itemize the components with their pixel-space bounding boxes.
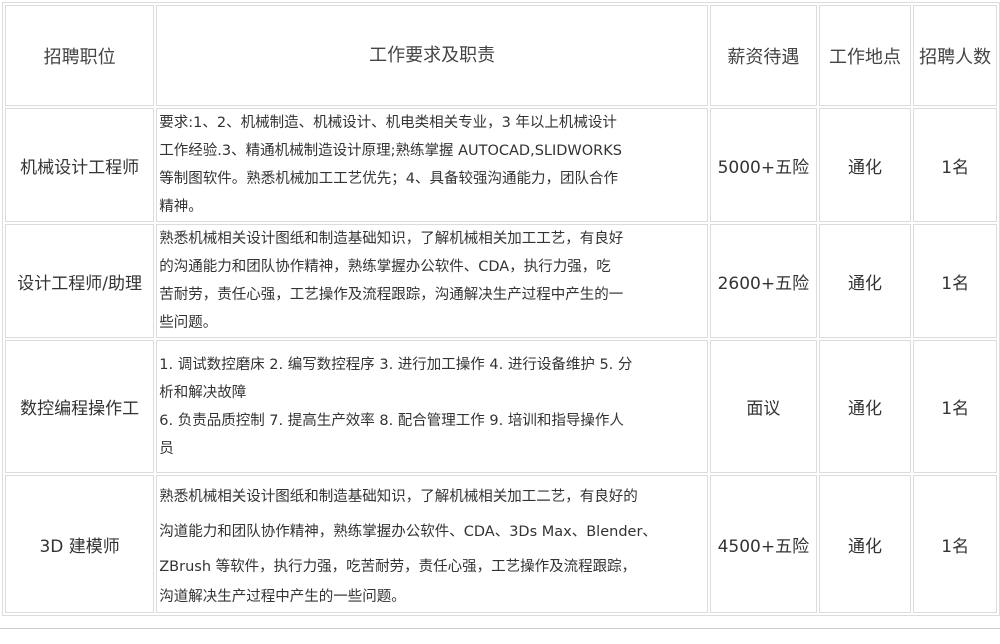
header-location: 工作地点	[818, 5, 912, 106]
salary-cell: 5000+五险	[709, 108, 817, 222]
header-count: 招聘人数	[913, 5, 997, 106]
requirements-line: 员	[159, 440, 174, 457]
count-cell: 1名	[913, 108, 997, 222]
requirements-line: 苦耐劳，责任心强，工艺操作及流程跟踪，沟通解决生产过程中产生的一	[159, 287, 624, 303]
requirements-line: 6. 负责品质控制 7. 提高生产效率 8. 配合管理工作 9. 培训和指导操作…	[159, 412, 624, 429]
position-cell: 设计工程师/助理	[5, 224, 155, 338]
table-row: 数控编程操作工 1. 调试数控磨床 2. 编写数控程序 3. 进行加工操作 4.…	[5, 340, 997, 473]
requirements-cell: 熟悉机械相关设计图纸和制造基础知识，了解机械相关加工工艺，有良好 的沟通能力和团…	[156, 224, 708, 338]
header-position: 招聘职位	[5, 5, 155, 106]
requirements-line: 熟悉机械相关设计图纸和制造基础知识，了解机械相关加工工艺，有良好	[159, 231, 624, 247]
location-cell: 通化	[818, 108, 912, 222]
table-header-row: 招聘职位 工作要求及职责 薪资待遇 工作地点 招聘人数	[5, 5, 997, 106]
salary-cell: 4500+五险	[709, 475, 817, 613]
table-row: 3D 建模师 熟悉机械相关设计图纸和制造基础知识，了解机械相关加工二艺，有良好的…	[5, 475, 997, 613]
salary-cell: 2600+五险	[709, 224, 817, 338]
requirements-line: 沟道能力和团队协作精神，熟练掌握办公软件、CDA、3Ds Max、Blender…	[159, 523, 657, 540]
position-cell: 机械设计工程师	[5, 108, 155, 222]
requirements-line: 等制图软件。熟悉机械加工工艺优先；4、具备较强沟通能力，团队合作	[159, 171, 618, 187]
requirements-line: 1. 调试数控磨床 2. 编写数控程序 3. 进行加工操作 4. 进行设备维护 …	[159, 356, 633, 373]
position-cell: 数控编程操作工	[5, 340, 155, 473]
job-table: 招聘职位 工作要求及职责 薪资待遇 工作地点 招聘人数 机械设计工程师 要求:1…	[2, 2, 1000, 616]
requirements-cell: 1. 调试数控磨床 2. 编写数控程序 3. 进行加工操作 4. 进行设备维护 …	[156, 340, 708, 473]
location-cell: 通化	[818, 475, 912, 613]
count-cell: 1名	[913, 475, 997, 613]
count-cell: 1名	[913, 224, 997, 338]
requirements-line: 的沟通能力和团队协作精神，熟练掌握办公软件、CDA，执行力强，吃	[159, 259, 611, 275]
requirements-line: 工作经验.3、精通机械制造设计原理;熟练掌握 AUTOCAD,SLIDWORKS	[159, 143, 622, 159]
requirements-line: 沟道解决生产过程中产生的一些问题。	[159, 588, 406, 605]
requirements-line: 精神。	[159, 199, 203, 215]
divider	[0, 628, 1000, 629]
requirements-line: 些问题。	[159, 315, 218, 331]
salary-cell: 面议	[709, 340, 817, 473]
requirements-cell: 要求:1、2、机械制造、机械设计、机电类相关专业，3 年以上机械设计 工作经验.…	[156, 108, 708, 222]
requirements-cell: 熟悉机械相关设计图纸和制造基础知识，了解机械相关加工二艺，有良好的 沟道能力和团…	[156, 475, 708, 613]
requirements-line: 熟悉机械相关设计图纸和制造基础知识，了解机械相关加工二艺，有良好的	[159, 488, 638, 505]
location-cell: 通化	[818, 340, 912, 473]
requirements-line: ZBrush 等软件，执行力强，吃苦耐劳，责任心强，工艺操作及流程跟踪，	[159, 558, 637, 575]
header-salary: 薪资待遇	[709, 5, 817, 106]
location-cell: 通化	[818, 224, 912, 338]
table-row: 设计工程师/助理 熟悉机械相关设计图纸和制造基础知识，了解机械相关加工工艺，有良…	[5, 224, 997, 338]
header-requirements: 工作要求及职责	[156, 5, 708, 106]
table-row: 机械设计工程师 要求:1、2、机械制造、机械设计、机电类相关专业，3 年以上机械…	[5, 108, 997, 222]
position-cell: 3D 建模师	[5, 475, 155, 613]
requirements-line: 析和解决故障	[159, 384, 247, 401]
count-cell: 1名	[913, 340, 997, 473]
requirements-line: 要求:1、2、机械制造、机械设计、机电类相关专业，3 年以上机械设计	[159, 115, 617, 131]
